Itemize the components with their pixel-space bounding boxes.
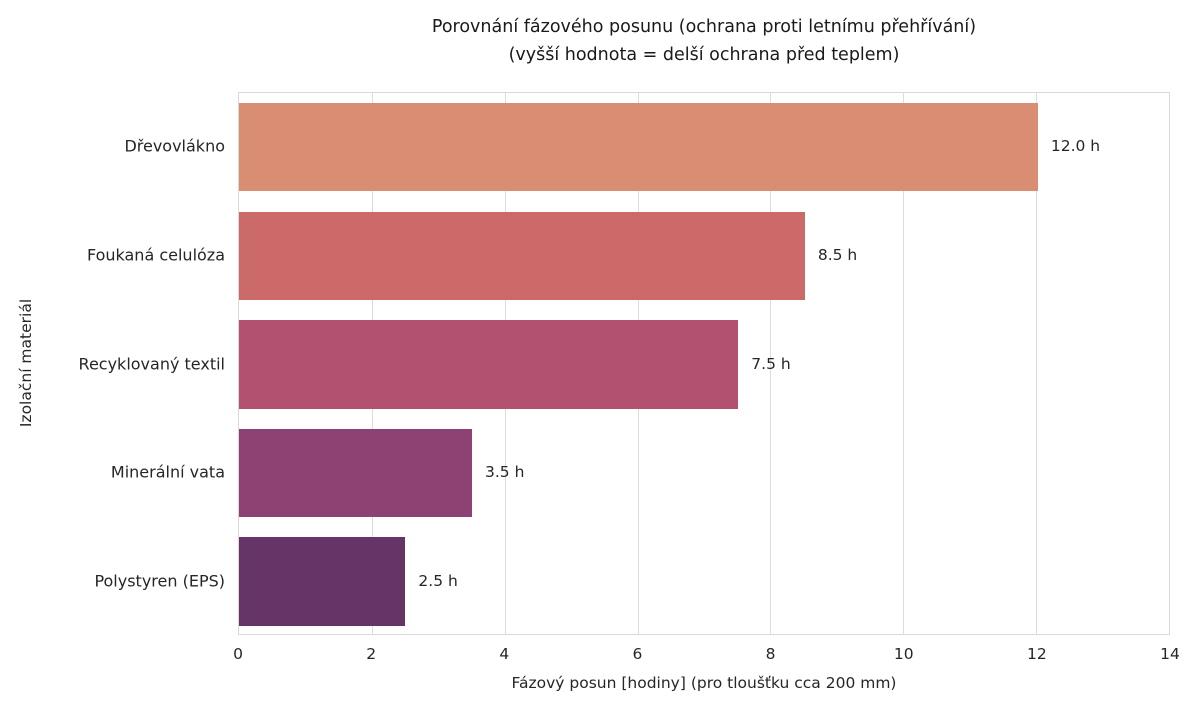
x-tick-label: 6	[632, 645, 643, 663]
value-label: 12.0 h	[1050, 137, 1101, 156]
category-label: Polystyren (EPS)	[94, 571, 225, 591]
value-label: 3.5 h	[485, 463, 525, 482]
gridline	[903, 93, 905, 634]
bar	[239, 537, 406, 626]
category-label: Dřevovlákno	[124, 136, 225, 156]
chart-title-block: Porovnání fázového posunu (ochrana proti…	[238, 13, 1170, 69]
chart-subtitle: (vyšší hodnota = delší ochrana před tepl…	[508, 45, 900, 65]
x-tick-label: 14	[1160, 645, 1180, 663]
plot-area	[238, 92, 1170, 635]
category-label: Foukaná celulóza	[86, 245, 225, 265]
x-axis-label: Fázový posun [hodiny] (pro tloušťku cca …	[511, 674, 897, 692]
value-label: 8.5 h	[817, 245, 858, 264]
category-label: Minerální vata	[110, 462, 225, 482]
x-tick-label: 2	[366, 645, 377, 663]
value-label: 7.5 h	[751, 354, 791, 373]
bar	[239, 320, 739, 409]
x-tick-label: 8	[765, 645, 776, 663]
bar	[239, 103, 1038, 192]
gridline	[770, 93, 772, 634]
x-tick-label: 0	[233, 645, 243, 663]
x-tick-label: 4	[499, 645, 510, 663]
category-label: Recyklovaný textil	[78, 354, 225, 373]
x-tick-label: 12	[1026, 645, 1047, 663]
value-label: 2.5 h	[418, 571, 458, 590]
bar	[239, 211, 805, 301]
x-tick-label: 10	[893, 645, 914, 663]
chart-title: Porovnání fázového posunu (ochrana proti…	[431, 17, 977, 37]
bar	[239, 428, 472, 518]
gridline	[1036, 93, 1038, 634]
